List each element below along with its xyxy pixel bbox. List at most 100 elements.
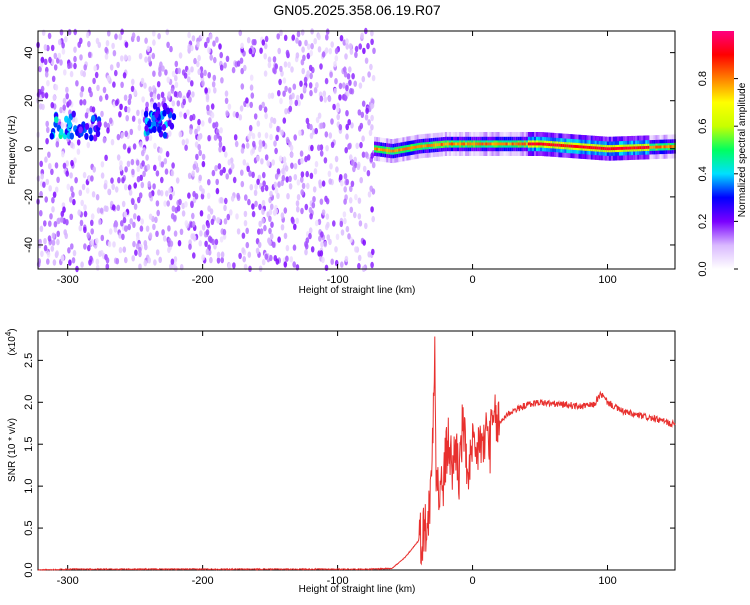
heatmap-tone-cell (440, 143, 443, 146)
heatmap-cell (184, 144, 188, 151)
heatmap-cell (264, 112, 268, 120)
heatmap-cell (343, 71, 348, 78)
heatmap-cell (201, 254, 205, 261)
heatmap-cell (111, 183, 115, 190)
heatmap-tone-cell (651, 145, 654, 149)
heatmap-cell (91, 191, 96, 198)
heatmap-cell (218, 135, 222, 142)
heatmap-tone-cell (669, 145, 672, 148)
heatmap-cell (86, 232, 91, 239)
heatmap-cell (63, 229, 67, 236)
heatmap-cell (226, 213, 231, 221)
heatmap-tone-cell (631, 146, 634, 150)
heatmap-cell (244, 194, 248, 201)
heatmap-cell (197, 54, 201, 62)
heatmap-cell (96, 207, 101, 214)
heatmap-cell (212, 74, 217, 82)
heatmap-cell (143, 82, 147, 89)
heatmap-tone-cell (517, 142, 520, 146)
heatmap-cell (146, 45, 151, 52)
heatmap-cell (158, 256, 162, 263)
heatmap-cell (332, 220, 336, 227)
heatmap-cell (155, 249, 160, 256)
heatmap-cell (262, 180, 266, 187)
heatmap-tone-cell (390, 149, 393, 153)
heatmap-cell (223, 218, 228, 225)
heatmap-cell (308, 206, 313, 214)
heatmap-cell (293, 174, 298, 181)
heatmap-cell (71, 257, 76, 264)
heatmap-cell (167, 91, 171, 98)
heatmap-tone-cell (544, 142, 547, 146)
heatmap-cell (318, 179, 322, 186)
heatmap-cell (45, 120, 49, 128)
heatmap-x-tick-label: -200 (192, 274, 214, 286)
heatmap-cell (361, 100, 366, 107)
heatmap-cell (199, 230, 203, 237)
heatmap-y-tick-label: -20 (23, 189, 35, 205)
heatmap-cell (261, 208, 265, 215)
heatmap-cell (161, 65, 165, 72)
heatmap-cell (345, 133, 349, 140)
heatmap-cell (190, 200, 194, 207)
heatmap-tone-cell (580, 145, 583, 149)
heatmap-cell (160, 91, 165, 99)
heatmap-cell (187, 76, 191, 83)
heatmap-hotspot-cell (171, 113, 177, 121)
heatmap-cell (371, 248, 375, 256)
heatmap-cell (295, 52, 300, 59)
heatmap-hotspot-cell (69, 132, 75, 140)
heatmap-cell (190, 66, 194, 73)
heatmap-cell (306, 43, 311, 50)
heatmap-cell (92, 77, 96, 85)
heatmap-cell (308, 232, 312, 240)
heatmap-y-ticks: -40 -20 0 20 40 (23, 47, 675, 253)
heatmap-cell (283, 207, 288, 214)
heatmap-tone-cell (637, 146, 640, 150)
heatmap-tone-cell (629, 146, 632, 150)
heatmap-cell (182, 98, 186, 106)
heatmap-cell (197, 118, 201, 126)
line-y-tick-label: 0.0 (23, 562, 35, 577)
heatmap-tone-cell (584, 145, 587, 149)
heatmap-cell (257, 241, 262, 249)
heatmap-cell (147, 257, 151, 264)
heatmap-cell (256, 178, 260, 185)
heatmap-cell (74, 177, 78, 184)
heatmap-cell (329, 71, 333, 78)
heatmap-cell (121, 233, 125, 240)
heatmap-cell (106, 127, 110, 134)
heatmap-cell (154, 216, 158, 223)
heatmap-cell (214, 121, 219, 128)
heatmap-cell (60, 122, 65, 129)
heatmap-cell (62, 206, 66, 213)
heatmap-cell (350, 122, 354, 129)
heatmap-cell (255, 247, 260, 254)
heatmap-cell (148, 213, 153, 220)
heatmap-cell (140, 218, 144, 225)
heatmap-cell (325, 198, 330, 205)
heatmap-cell (349, 48, 354, 55)
heatmap-cell (116, 133, 121, 141)
heatmap-cell (210, 218, 215, 225)
heatmap-cell (238, 252, 242, 260)
heatmap-tone-cell (491, 142, 494, 146)
heatmap-cell (197, 143, 201, 151)
heatmap-hotspot-cell (66, 118, 72, 126)
heatmap-cell (73, 55, 77, 63)
heatmap-cell (309, 89, 313, 97)
heatmap-cell (354, 246, 358, 253)
heatmap-cell (258, 104, 263, 111)
heatmap-cell (43, 58, 48, 65)
heatmap-tone-cell (574, 145, 577, 148)
heatmap-cell (291, 34, 296, 41)
heatmap-tone-cell (418, 145, 421, 148)
heatmap-cell (324, 264, 329, 271)
heatmap-tone-cell (554, 143, 557, 147)
heatmap-cell (50, 44, 55, 52)
heatmap-cell (181, 139, 186, 146)
heatmap-cell (114, 186, 119, 193)
heatmap-cell (319, 122, 324, 129)
heatmap-cell (48, 185, 52, 192)
